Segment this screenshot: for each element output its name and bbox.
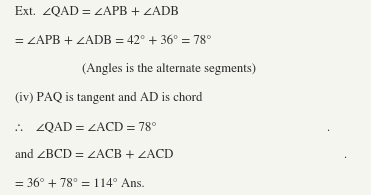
- Text: (Angles is the alternate segments): (Angles is the alternate segments): [82, 63, 256, 75]
- Text: Ext.  ∠QAD = ∠APB + ∠ADB: Ext. ∠QAD = ∠APB + ∠ADB: [15, 6, 179, 18]
- Text: .: .: [343, 149, 346, 161]
- Text: = ∠APB + ∠ADB = 42° + 36° = 78°: = ∠APB + ∠ADB = 42° + 36° = 78°: [15, 35, 211, 47]
- Text: ∴    ∠QAD = ∠ACD = 78°: ∴ ∠QAD = ∠ACD = 78°: [15, 122, 156, 134]
- Text: .: .: [326, 122, 329, 134]
- Text: and ∠BCD = ∠ACB + ∠ACD: and ∠BCD = ∠ACB + ∠ACD: [15, 149, 173, 161]
- Text: (iv) PAQ is tangent and AD is chord: (iv) PAQ is tangent and AD is chord: [15, 92, 202, 104]
- Text: = 36° + 78° = 114° Ans.: = 36° + 78° = 114° Ans.: [15, 177, 144, 189]
